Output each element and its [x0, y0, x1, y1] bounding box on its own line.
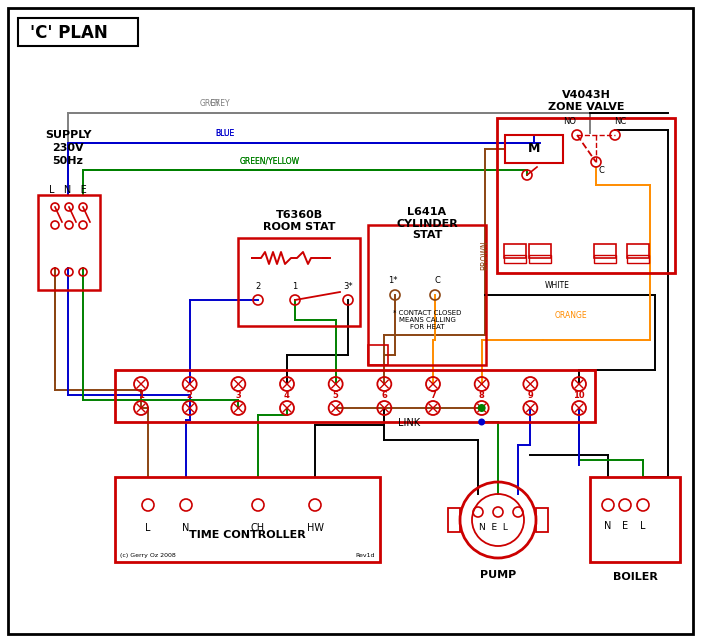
Text: BLUE: BLUE [215, 129, 234, 138]
Text: 1: 1 [138, 392, 144, 401]
Text: V4043H
ZONE VALVE: V4043H ZONE VALVE [548, 90, 624, 112]
Text: PUMP: PUMP [480, 570, 516, 580]
Text: (c) Gerry Oz 2008: (c) Gerry Oz 2008 [120, 553, 176, 558]
Text: C: C [434, 276, 440, 285]
Bar [627, 244, 649, 258]
Text: N: N [604, 521, 611, 531]
Bar [505, 135, 563, 163]
Text: SUPPLY
230V
50Hz: SUPPLY 230V 50Hz [45, 130, 91, 167]
Text: WHITE: WHITE [545, 281, 570, 290]
Bar [115, 477, 380, 562]
Text: GREEN/YELLOW: GREEN/YELLOW [240, 156, 300, 165]
Bar [497, 118, 675, 273]
Bar [504, 255, 526, 263]
Text: GREEN/YELLOW: GREEN/YELLOW [240, 156, 300, 165]
Bar [529, 255, 551, 263]
Text: GREY: GREY [200, 99, 220, 108]
Text: ORANGE: ORANGE [555, 311, 588, 320]
Text: N  E  L: N E L [479, 524, 508, 533]
Text: 'C' PLAN: 'C' PLAN [30, 24, 107, 42]
Bar [594, 244, 616, 258]
Text: T6360B
ROOM STAT: T6360B ROOM STAT [263, 210, 336, 231]
Bar [504, 244, 526, 258]
Text: CH: CH [251, 523, 265, 533]
Text: Rev1d: Rev1d [355, 553, 375, 558]
Text: * CONTACT CLOSED
MEANS CALLING
FOR HEAT: * CONTACT CLOSED MEANS CALLING FOR HEAT [393, 310, 461, 330]
Text: NO: NO [564, 117, 576, 126]
Text: L641A
CYLINDER
STAT: L641A CYLINDER STAT [396, 207, 458, 240]
Text: 8: 8 [479, 392, 484, 401]
Text: LINK: LINK [397, 418, 420, 428]
Text: 2: 2 [187, 392, 192, 401]
Bar [115, 370, 595, 422]
Text: 7: 7 [430, 392, 436, 401]
Text: L   N   E: L N E [49, 185, 87, 195]
Text: 3*: 3* [343, 282, 353, 291]
Text: 9: 9 [527, 392, 534, 401]
Text: GREY: GREY [210, 99, 231, 108]
Text: HW: HW [307, 523, 324, 533]
Bar [536, 508, 548, 532]
Circle shape [477, 404, 486, 412]
Text: 6: 6 [381, 392, 388, 401]
Bar [529, 244, 551, 258]
Text: N: N [183, 523, 190, 533]
Text: BLUE: BLUE [215, 129, 234, 138]
Text: L: L [145, 523, 151, 533]
Text: 5: 5 [333, 392, 338, 401]
Circle shape [478, 419, 485, 426]
Text: 4: 4 [284, 392, 290, 401]
Bar [38, 195, 100, 290]
Text: BOILER: BOILER [613, 572, 658, 582]
Bar [594, 255, 616, 263]
Bar [448, 508, 460, 532]
Text: TIME CONTROLLER: TIME CONTROLLER [189, 529, 306, 540]
Text: 2: 2 [256, 282, 260, 291]
Bar [368, 225, 486, 365]
Text: 1: 1 [292, 282, 298, 291]
Text: NC: NC [614, 117, 626, 126]
Text: 3: 3 [235, 392, 241, 401]
Bar [590, 477, 680, 562]
Bar [627, 255, 649, 263]
Text: 1*: 1* [388, 276, 398, 285]
Text: BROWN: BROWN [480, 240, 489, 270]
Bar [368, 345, 388, 365]
Text: C: C [598, 166, 604, 175]
Text: 10: 10 [574, 392, 585, 401]
Text: M: M [528, 142, 540, 156]
Text: E: E [622, 521, 628, 531]
Text: L: L [640, 521, 646, 531]
Bar [238, 238, 360, 326]
Bar [18, 18, 138, 46]
